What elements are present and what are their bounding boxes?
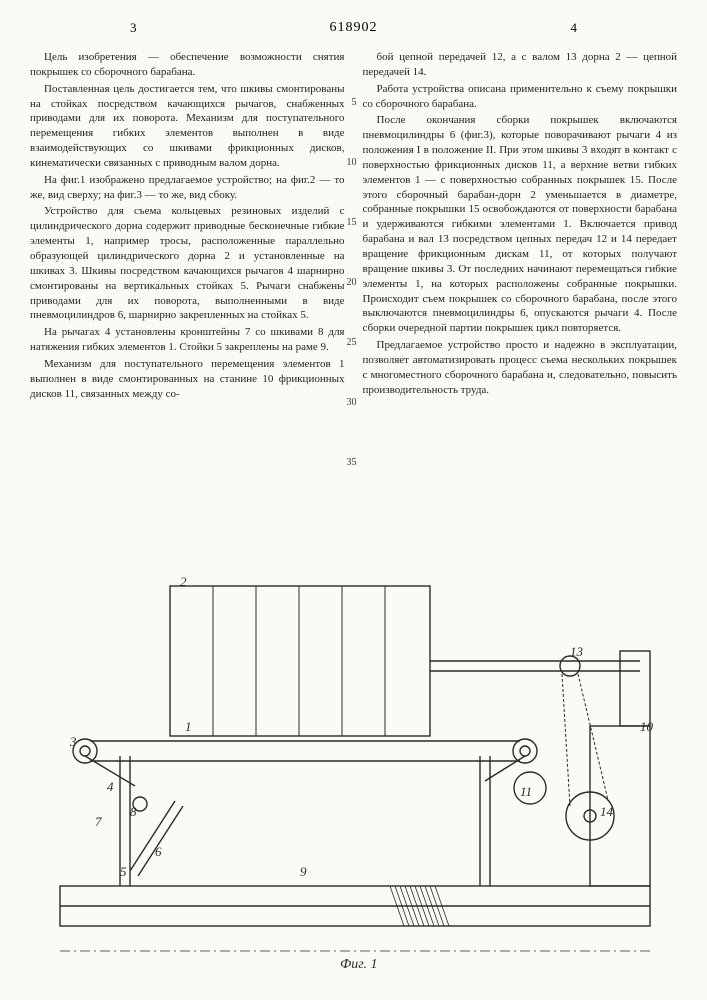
left-column: Цель изобретения — обеспечение возможнос…	[30, 50, 345, 550]
body-paragraph: На рычагах 4 установлены кронштейны 7 со…	[30, 325, 345, 355]
body-paragraph: бой цепной передачей 12, а с валом 13 до…	[363, 50, 678, 80]
body-paragraph: Устройство для съема кольцевых резиновых…	[30, 204, 345, 323]
figure-ref-label: 2	[180, 574, 187, 589]
figure-ref-label: 6	[155, 844, 162, 859]
figure-ref-label: 11	[520, 784, 532, 799]
line-number: 25	[347, 336, 357, 350]
figure-ref-label: 13	[570, 644, 584, 659]
body-paragraph: После окончания сборки покрышек включают…	[363, 113, 678, 336]
patent-number: 618902	[330, 20, 378, 36]
figure-ref-label: 3	[69, 734, 77, 749]
body-paragraph: Цель изобретения — обеспечение возможнос…	[30, 50, 345, 80]
body-paragraph: Предлагаемое устройство просто и надежно…	[363, 338, 678, 397]
figure-1: Фиг. 1 2 3 4 7 8 5 6 1 9 13 10 14 11	[30, 556, 677, 976]
line-number: 20	[347, 276, 357, 290]
body-paragraph: Поставленная цель достигается тем, что ш…	[30, 82, 345, 171]
figure-ref-label: 4	[107, 779, 114, 794]
line-number: 10	[347, 156, 357, 170]
body-paragraph: Механизм для поступательного перемещения…	[30, 357, 345, 402]
page: 618902 3 4 Цель изобретения — обеспечени…	[0, 0, 707, 1000]
right-column: бой цепной передачей 12, а с валом 13 до…	[363, 50, 678, 550]
figure-ref-label: 9	[300, 864, 307, 879]
figure-ref-label: 8	[130, 804, 137, 819]
line-number: 15	[347, 216, 357, 230]
figure-ref-label: 14	[600, 804, 614, 819]
figure-caption: Фиг. 1	[340, 957, 378, 972]
figure-ref-label: 10	[640, 719, 654, 734]
figure-ref-label: 7	[95, 814, 102, 829]
page-number-left: 3	[130, 20, 137, 36]
text-columns: Цель изобретения — обеспечение возможнос…	[30, 50, 677, 550]
line-number: 5	[352, 96, 357, 110]
line-number: 35	[347, 456, 357, 470]
figure-svg: Фиг. 1 2 3 4 7 8 5 6 1 9 13 10 14 11	[30, 556, 677, 976]
figure-ref-label: 1	[185, 719, 192, 734]
body-paragraph: На фиг.1 изображено предлагаемое устройс…	[30, 173, 345, 203]
page-number-right: 4	[571, 20, 578, 36]
figure-ref-label: 5	[120, 864, 127, 879]
line-number: 30	[347, 396, 357, 410]
body-paragraph: Работа устройства описана применительно …	[363, 82, 678, 112]
